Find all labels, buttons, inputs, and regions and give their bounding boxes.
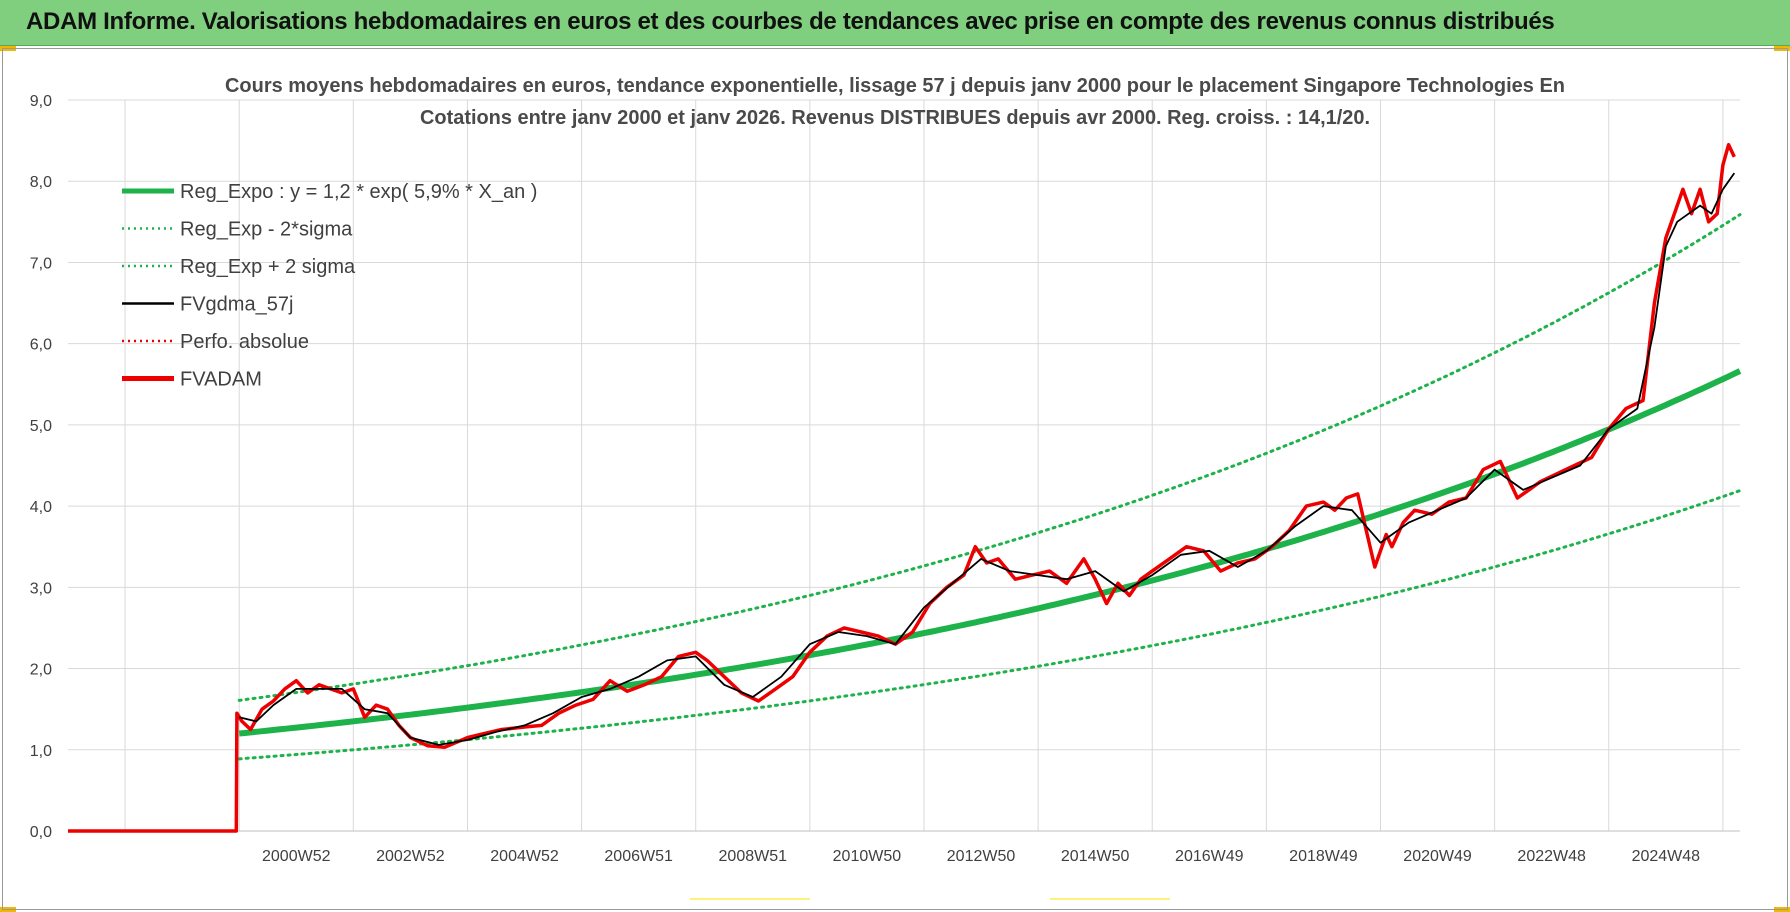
x-tick-label: 2004W52 — [490, 848, 559, 865]
header-banner: ADAM Informe. Valorisations hebdomadaire… — [0, 0, 1790, 46]
x-tick-label: 2008W51 — [719, 848, 788, 865]
legend-label: Perfo. absolue — [180, 331, 309, 353]
legend-label: Reg_Exp - 2*sigma — [180, 219, 353, 241]
y-tick-label: 4,0 — [30, 499, 52, 516]
chart-frame — [2, 48, 1788, 910]
reg-exp-minus-2sigma-line — [237, 489, 1742, 761]
x-tick-label: 2010W50 — [833, 848, 902, 865]
x-tick-label: 2018W49 — [1289, 848, 1358, 865]
y-tick-label: 6,0 — [30, 337, 52, 354]
x-tick-label: 2020W49 — [1403, 848, 1472, 865]
page-title: ADAM Informe. Valorisations hebdomadaire… — [26, 8, 1555, 35]
legend-label: FVADAM — [180, 369, 262, 391]
x-tick-label: 2022W48 — [1517, 848, 1586, 865]
y-tick-label: 1,0 — [30, 743, 52, 760]
y-tick-label: 2,0 — [30, 662, 52, 679]
grid — [68, 99, 1740, 832]
reg-exp-plus-2sigma-line — [237, 213, 1742, 702]
reg-expo-line — [238, 368, 1742, 737]
x-tick-label: 2012W50 — [947, 848, 1016, 865]
y-tick-label: 5,0 — [30, 418, 52, 435]
y-axis: 0,0 1,0 2,0 3,0 4,0 5,0 6,0 7,0 8,0 9,0 — [30, 93, 52, 841]
legend-label: Reg_Exp + 2 sigma — [180, 256, 356, 278]
y-tick-label: 8,0 — [30, 174, 52, 191]
chart-title-line2: Cotations entre janv 2000 et janv 2026. … — [420, 107, 1370, 129]
x-tick-label: 2014W50 — [1061, 848, 1130, 865]
bottom-highlight-mark — [690, 898, 810, 900]
y-tick-label: 3,0 — [30, 580, 52, 597]
x-axis: 2000W52 2002W52 2004W52 2006W51 2008W51 2010W… — [262, 848, 1700, 865]
x-tick-label: 2006W51 — [604, 848, 673, 865]
y-tick-label: 9,0 — [30, 93, 52, 110]
legend-label: FVgdma_57j — [180, 294, 293, 316]
legend-label: Reg_Expo : y = 1,2 * exp( 5,9% * X_an ) — [180, 181, 537, 203]
bottom-highlight-mark — [1050, 898, 1170, 900]
legend: Reg_Expo : y = 1,2 * exp( 5,9% * X_an ) R… — [122, 181, 537, 391]
x-tick-label: 2016W49 — [1175, 848, 1244, 865]
x-tick-label: 2002W52 — [376, 848, 445, 865]
x-tick-label: 2024W48 — [1632, 848, 1701, 865]
fvgdma-57j-line — [238, 172, 1736, 746]
y-tick-label: 7,0 — [30, 255, 52, 272]
series — [68, 142, 1742, 833]
y-tick-label: 0,0 — [30, 824, 52, 841]
x-tick-label: 2000W52 — [262, 848, 331, 865]
chart-title-line1: Cours moyens hebdomadaires en euros, ten… — [225, 75, 1565, 97]
